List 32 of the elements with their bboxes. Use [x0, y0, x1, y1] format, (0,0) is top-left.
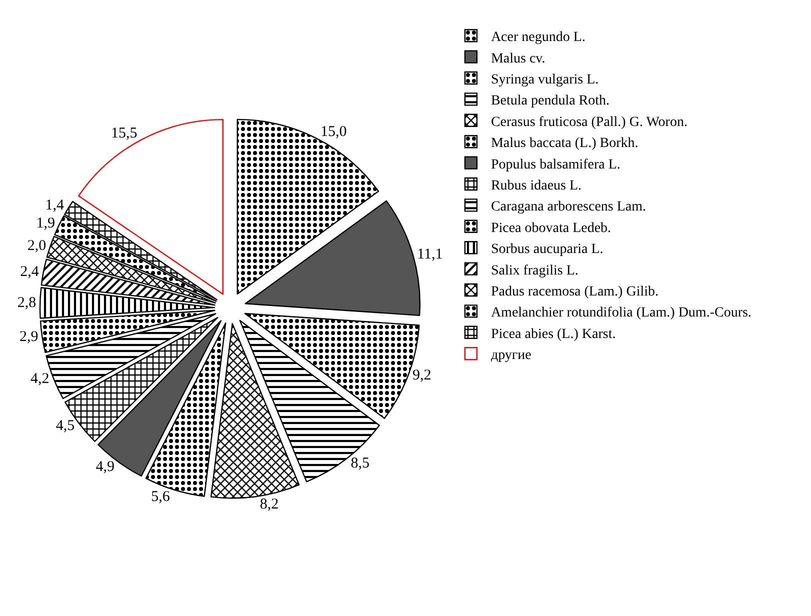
legend-label: Picea abies (L.) Karst. [490, 326, 616, 342]
data-label: 8,5 [350, 455, 370, 472]
data-label: 2,8 [17, 294, 36, 311]
legend-label: Malus baccata (L.) Borkh. [490, 136, 638, 152]
legend-label: Amelanchier rotundifolia (Lam.) Dum.-Cours. [490, 306, 752, 321]
legend-label: другие [490, 348, 532, 364]
data-label: 2,0 [27, 238, 46, 254]
data-label: 11,1 [417, 246, 443, 263]
data-label: 15,5 [111, 126, 138, 142]
legend-label: Populus balsamifera L. [490, 157, 620, 172]
legend-label: Caragana arborescens Lam. [490, 200, 646, 215]
legend-label: Cerasus fruticosa (Pall.) G. Woron. [490, 114, 688, 130]
data-label: 4,2 [30, 370, 50, 387]
data-label: 4,9 [96, 459, 115, 476]
legend-label: Betula pendula Roth. [490, 94, 610, 109]
data-label: 1,9 [36, 216, 55, 232]
legend-label: Syringa vulgaris L. [490, 72, 599, 88]
legend-label: Acer negundo L. [490, 30, 586, 46]
data-label: 2,9 [19, 329, 38, 346]
legend-label: Rubus idaeus L. [490, 178, 582, 194]
data-label: 9,2 [412, 367, 432, 384]
data-label: 8,2 [260, 496, 279, 512]
legend-label: Padus racemosa (Lam.) Gilib. [490, 284, 659, 300]
data-label: 15,0 [320, 124, 347, 140]
data-label: 1,4 [45, 198, 64, 214]
data-label: 2,4 [20, 264, 40, 280]
data-label: 5,6 [151, 489, 170, 506]
legend-label: Sorbus aucuparia L. [490, 242, 604, 258]
data-label: 4,5 [56, 418, 75, 434]
legend-label: Picea obovata Ledeb. [490, 220, 612, 236]
legend-label: Salix fragilis L. [490, 263, 578, 278]
legend-label: Malus cv. [490, 51, 546, 66]
